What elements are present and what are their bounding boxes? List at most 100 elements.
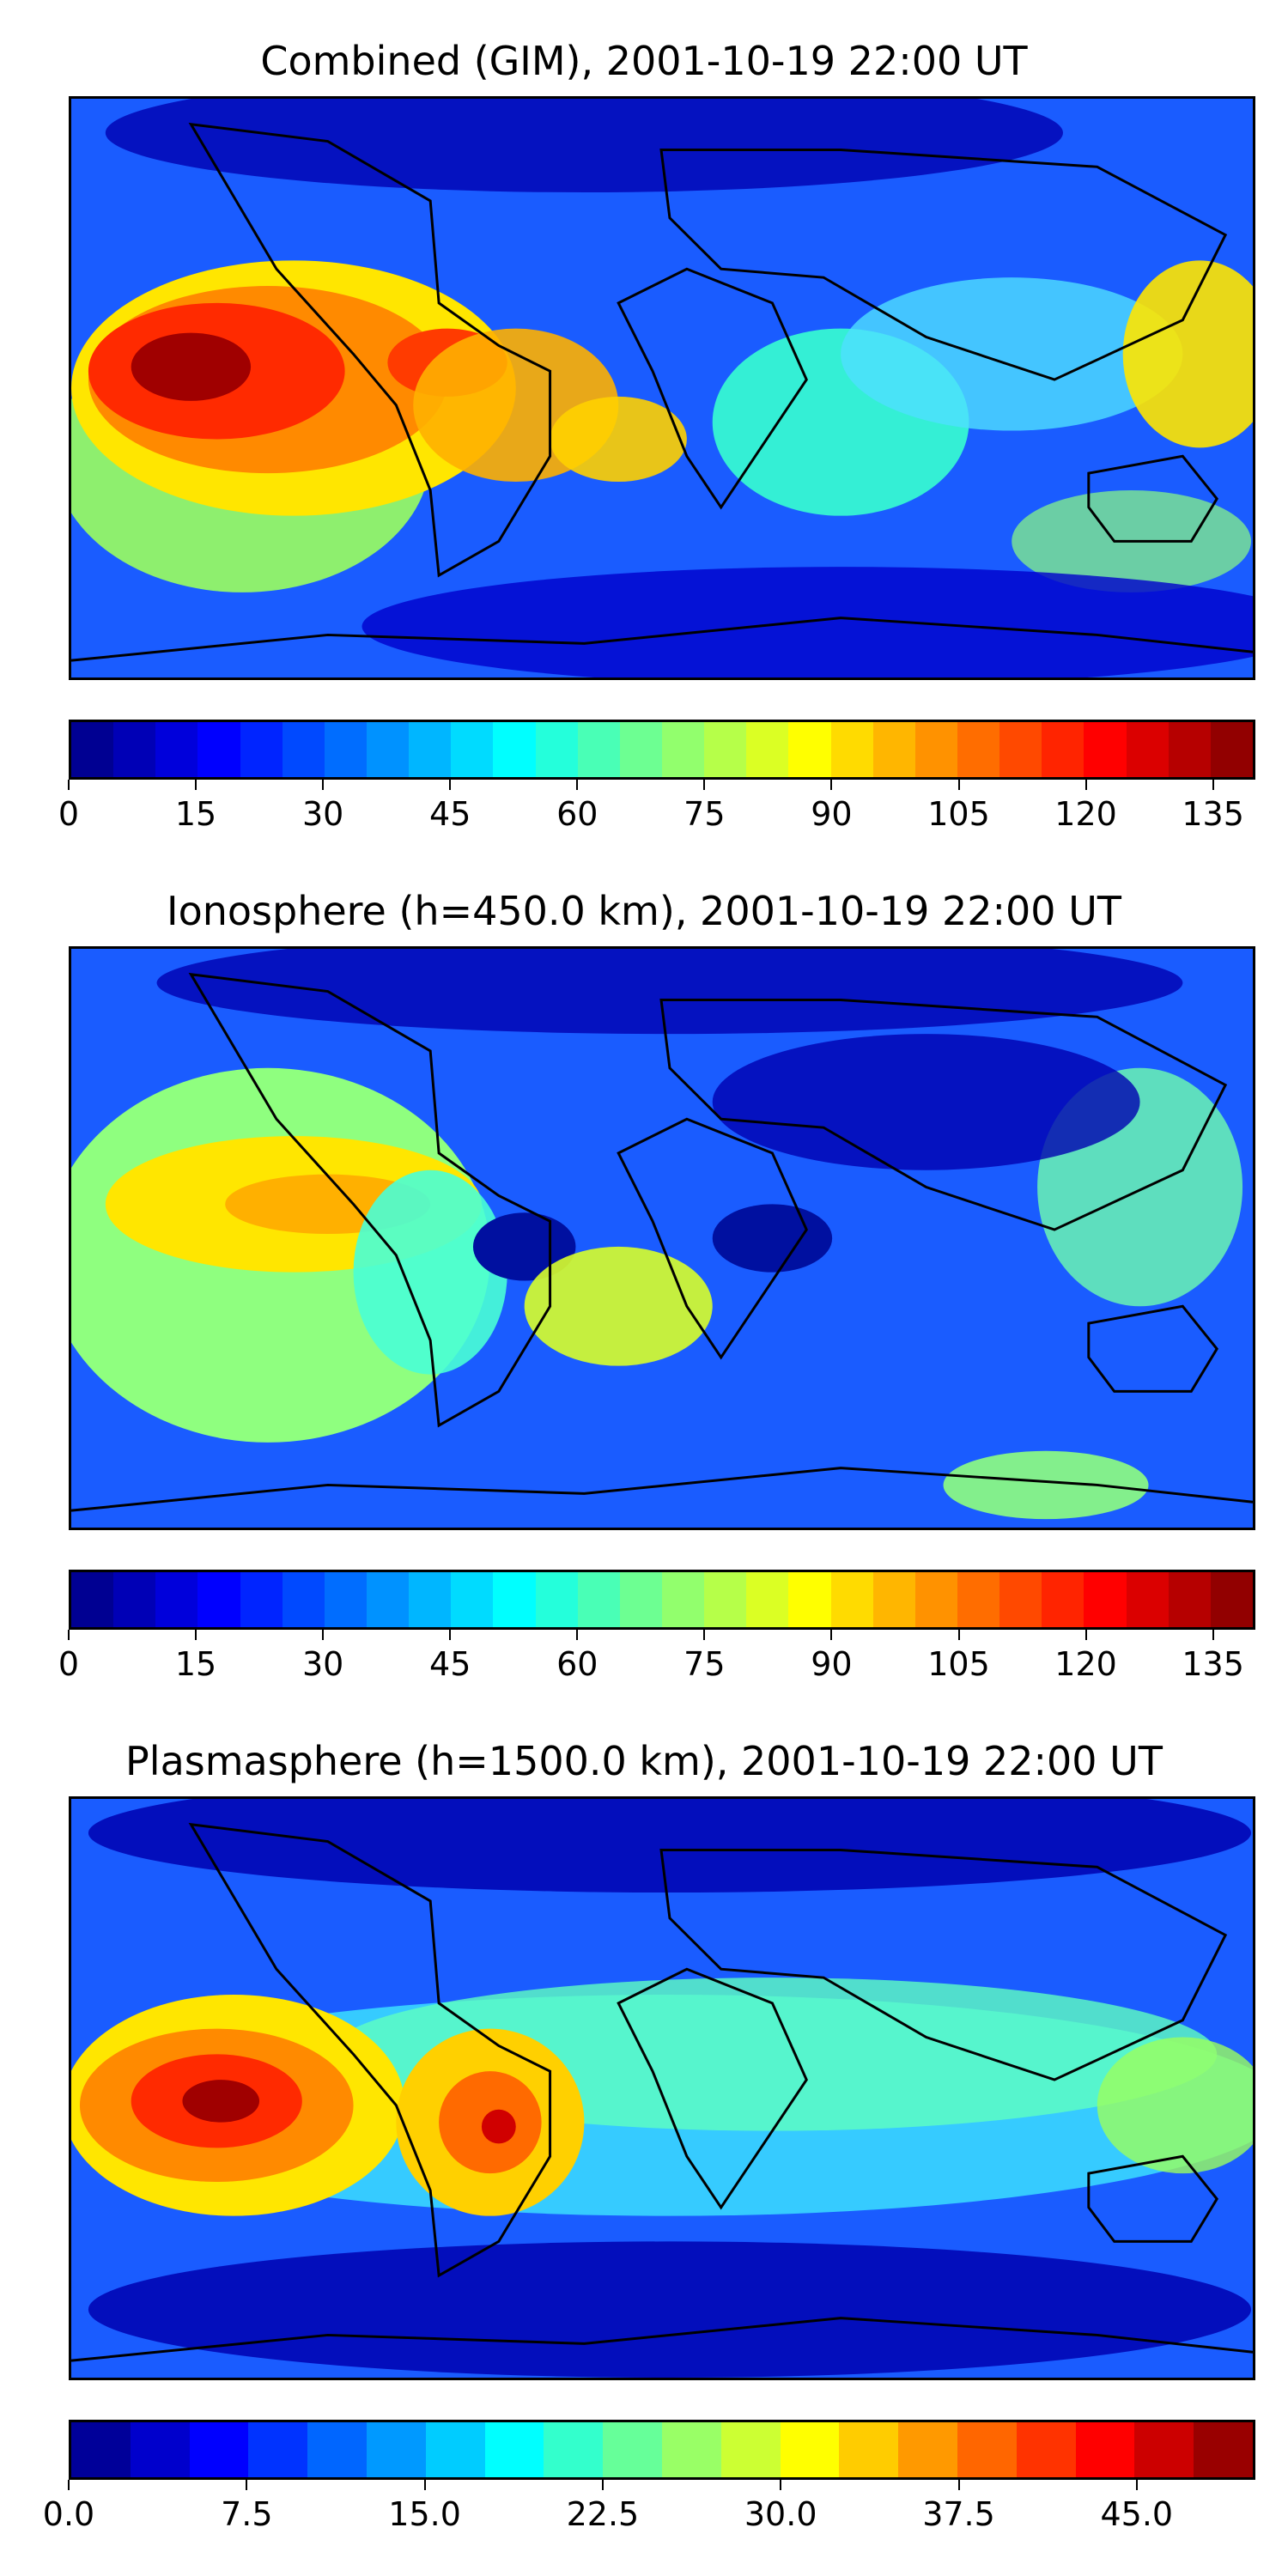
colorbar-ticks: 0.0 7.5 15.0 22.5 30.0 37.5 45.0 bbox=[43, 2480, 1255, 2533]
colorbar-tick bbox=[68, 780, 70, 790]
coastline bbox=[188, 1822, 552, 2278]
colorbar-tick-label: 7.5 bbox=[221, 2495, 273, 2533]
colorbar-ticks: 0 15 30 45 60 75 90 105 120 135 bbox=[58, 1630, 1255, 1683]
coastline bbox=[617, 267, 808, 510]
colorbar-segment bbox=[535, 1572, 578, 1627]
colorbar-segment bbox=[451, 722, 494, 777]
colorbar-segment bbox=[1210, 1572, 1253, 1627]
colorbar-tick bbox=[601, 2480, 604, 2490]
colorbar-segment bbox=[240, 1572, 283, 1627]
colorbar-segment bbox=[493, 1572, 536, 1627]
colorbar-tick-label: 22.5 bbox=[566, 2495, 640, 2533]
coastline bbox=[1087, 454, 1218, 543]
colorbar-segment bbox=[830, 1572, 873, 1627]
colorbar-segment bbox=[1084, 1572, 1127, 1627]
panel-title: Ionosphere (h=450.0 km), 2001-10-19 22:0… bbox=[167, 888, 1121, 934]
colorbar-tick bbox=[957, 2480, 960, 2490]
colorbar-segment bbox=[366, 2422, 426, 2477]
colorbar-segment bbox=[619, 1572, 662, 1627]
colorbar-segment bbox=[484, 2422, 544, 2477]
colorbar-tick bbox=[1084, 1630, 1087, 1640]
colorbar-segment bbox=[1042, 722, 1084, 777]
colorbar-tick-label: 105 bbox=[927, 1645, 990, 1683]
coastline bbox=[659, 998, 1228, 1231]
colorbar-segment bbox=[1168, 1572, 1211, 1627]
colorbar-segment bbox=[71, 722, 114, 777]
tec-map bbox=[71, 1799, 1253, 2378]
colorbar-segment bbox=[535, 722, 578, 777]
colorbar-segment bbox=[704, 1572, 747, 1627]
colorbar-segment bbox=[130, 2422, 190, 2477]
coastline bbox=[188, 122, 552, 578]
colorbar-segment bbox=[704, 722, 747, 777]
colorbar-segment bbox=[1016, 2422, 1076, 2477]
colorbar-tick-label: 45 bbox=[429, 1645, 471, 1683]
colorbar-tick bbox=[830, 1630, 833, 1640]
colorbar-tick-label: 120 bbox=[1054, 1645, 1117, 1683]
colorbar-segment bbox=[197, 722, 240, 777]
colorbar-segment bbox=[661, 1572, 705, 1627]
colorbar-tick bbox=[246, 2480, 248, 2490]
colorbar-tick-label: 30.0 bbox=[744, 2495, 817, 2533]
colorbar-segment bbox=[957, 2422, 1017, 2477]
colorbar-tick-label: 105 bbox=[927, 795, 990, 833]
colorbar-segment bbox=[197, 1572, 240, 1627]
colorbar-segment bbox=[71, 1572, 114, 1627]
colorbar-segment bbox=[999, 722, 1042, 777]
colorbar-segment bbox=[898, 2422, 957, 2477]
colorbar-tick bbox=[68, 1630, 70, 1640]
colorbar-tick-label: 90 bbox=[811, 1645, 853, 1683]
colorbar-segment bbox=[914, 722, 957, 777]
panel-title: Plasmasphere (h=1500.0 km), 2001-10-19 2… bbox=[125, 1738, 1163, 1784]
colorbar-segment bbox=[282, 722, 325, 777]
colorbar-tick-label: 135 bbox=[1182, 795, 1244, 833]
colorbar-tick-label: 60 bbox=[556, 795, 598, 833]
colorbar-segment bbox=[240, 722, 283, 777]
colorbar-segment bbox=[493, 722, 536, 777]
colorbar-segment bbox=[661, 2422, 721, 2477]
colorbar-tick bbox=[1084, 780, 1087, 790]
colorbar-segment bbox=[307, 2422, 367, 2477]
panel-title: Combined (GIM), 2001-10-19 22:00 UT bbox=[260, 38, 1028, 84]
colorbar-segment bbox=[720, 2422, 781, 2477]
coastline bbox=[71, 2317, 1253, 2362]
colorbar-segment bbox=[71, 2422, 131, 2477]
colorbar-tick-label: 15 bbox=[174, 1645, 217, 1683]
colorbar-segment bbox=[1210, 722, 1253, 777]
colorbar-tick-label: 15.0 bbox=[388, 2495, 461, 2533]
colorbar-tick-label: 120 bbox=[1054, 795, 1117, 833]
colorbar-segment bbox=[1042, 1572, 1084, 1627]
coastline bbox=[71, 1467, 1253, 1512]
coastline bbox=[659, 1848, 1228, 2081]
colorbar-segment bbox=[788, 722, 831, 777]
colorbar-tick-label: 0 bbox=[58, 1645, 80, 1683]
colorbar-tick bbox=[780, 2480, 782, 2490]
colorbar bbox=[69, 2420, 1255, 2480]
colorbar-segment bbox=[746, 722, 789, 777]
colorbar-tick bbox=[322, 780, 325, 790]
colorbar-segment bbox=[957, 722, 1000, 777]
colorbar-ticks: 0 15 30 45 60 75 90 105 120 135 bbox=[58, 780, 1255, 833]
colorbar-segment bbox=[957, 1572, 1000, 1627]
colorbar-segment bbox=[425, 2422, 485, 2477]
colorbar-segment bbox=[619, 722, 662, 777]
colorbar-segment bbox=[324, 722, 367, 777]
colorbar-tick-label: 30 bbox=[301, 795, 344, 833]
colorbar-segment bbox=[113, 722, 156, 777]
colorbar-segment bbox=[155, 1572, 198, 1627]
colorbar-tick-label: 135 bbox=[1182, 1645, 1244, 1683]
colorbar-tick-label: 45 bbox=[429, 795, 471, 833]
colorbar-tick bbox=[322, 1630, 325, 1640]
colorbar bbox=[69, 720, 1255, 780]
map-ionosphere bbox=[69, 946, 1255, 1530]
colorbar-segment bbox=[914, 1572, 957, 1627]
map-combined bbox=[69, 96, 1255, 680]
coastline bbox=[1087, 1304, 1218, 1393]
colorbar-tick bbox=[1212, 780, 1214, 790]
colorbar-segment bbox=[603, 2422, 662, 2477]
tec-map bbox=[71, 99, 1253, 677]
colorbar-segment bbox=[366, 1572, 410, 1627]
colorbar-segment bbox=[409, 1572, 452, 1627]
colorbar bbox=[69, 1570, 1255, 1630]
colorbar-segment bbox=[830, 722, 873, 777]
